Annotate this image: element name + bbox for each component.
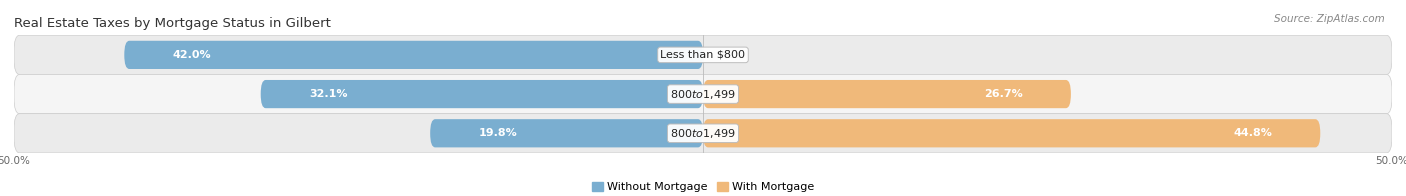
FancyBboxPatch shape [14,114,1392,153]
Text: 26.7%: 26.7% [984,89,1022,99]
Text: $800 to $1,499: $800 to $1,499 [671,88,735,101]
Text: 44.8%: 44.8% [1233,128,1272,138]
FancyBboxPatch shape [14,35,1392,74]
Legend: Without Mortgage, With Mortgage: Without Mortgage, With Mortgage [588,178,818,196]
Text: 32.1%: 32.1% [309,89,347,99]
FancyBboxPatch shape [703,80,1071,108]
Text: 0.0%: 0.0% [717,50,745,60]
Text: Real Estate Taxes by Mortgage Status in Gilbert: Real Estate Taxes by Mortgage Status in … [14,17,330,30]
Text: 42.0%: 42.0% [173,50,211,60]
FancyBboxPatch shape [430,119,703,147]
Text: Source: ZipAtlas.com: Source: ZipAtlas.com [1274,14,1385,24]
Text: $800 to $1,499: $800 to $1,499 [671,127,735,140]
FancyBboxPatch shape [703,119,1320,147]
FancyBboxPatch shape [124,41,703,69]
Text: Less than $800: Less than $800 [661,50,745,60]
Text: 19.8%: 19.8% [478,128,517,138]
FancyBboxPatch shape [260,80,703,108]
FancyBboxPatch shape [14,74,1392,114]
